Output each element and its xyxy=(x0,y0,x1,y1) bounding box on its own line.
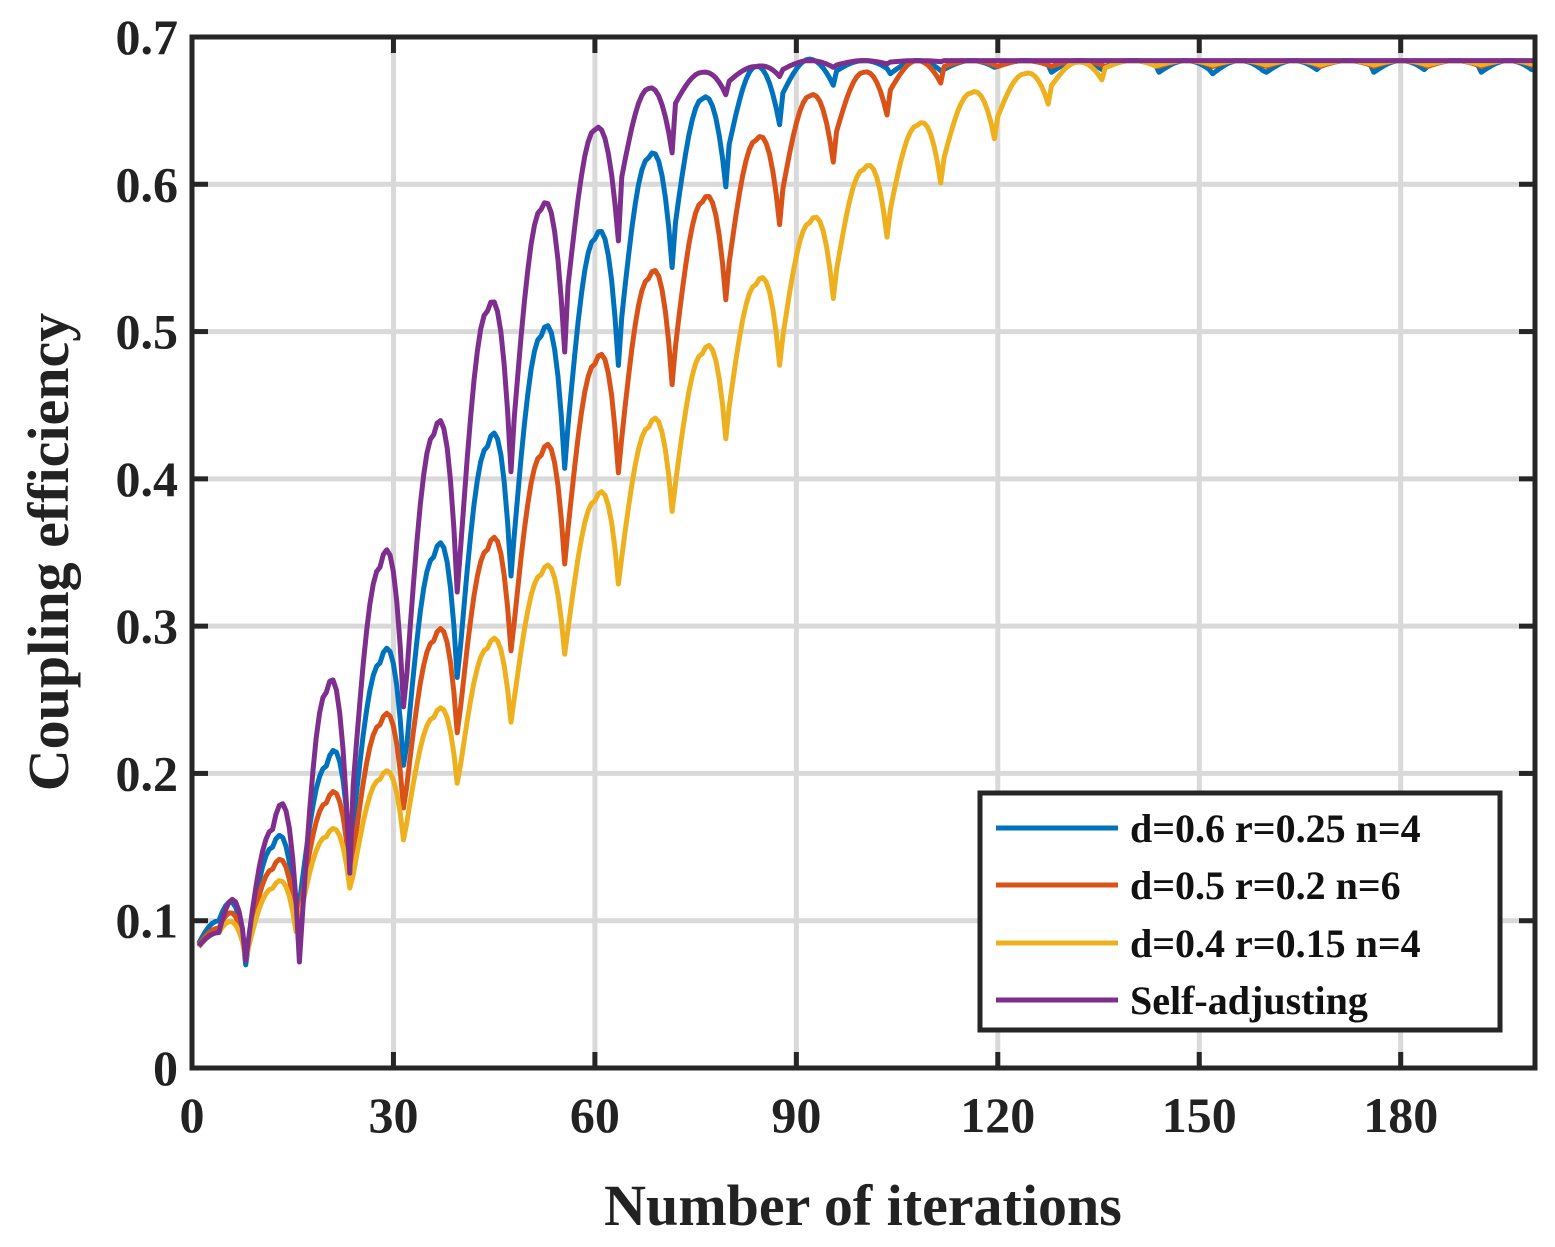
x-tick-label: 60 xyxy=(570,1087,620,1143)
x-tick-label: 90 xyxy=(771,1087,821,1143)
x-axis-title: Number of iterations xyxy=(604,1173,1122,1238)
x-tick-label: 30 xyxy=(368,1087,418,1143)
series-line-self-adjusting xyxy=(196,58,1535,965)
x-tick-label: 120 xyxy=(960,1087,1035,1143)
y-tick-label: 0.3 xyxy=(116,598,179,654)
legend-label: Self-adjusting xyxy=(1130,978,1368,1023)
y-tick-label: 0.4 xyxy=(116,451,179,507)
y-tick-label: 0.6 xyxy=(116,156,179,212)
y-tick-label: 0.1 xyxy=(116,893,179,949)
ticks xyxy=(189,34,1535,1071)
legend-label: d=0.6 r=0.25 n=4 xyxy=(1130,806,1421,851)
legend-label: d=0.4 r=0.15 n=4 xyxy=(1130,921,1421,966)
legend-items: d=0.6 r=0.25 n=4 d=0.5 r=0.2 n=6 d=0.4 r=0… xyxy=(996,806,1421,1023)
x-tick-label: 150 xyxy=(1162,1087,1237,1143)
plot-frame xyxy=(189,34,1538,1071)
x-tick-label: 180 xyxy=(1363,1087,1438,1143)
y-tick-label: 0 xyxy=(153,1040,178,1096)
y-tick-label: 0.2 xyxy=(116,745,179,801)
series-lines xyxy=(196,56,1537,968)
y-axis-title: Coupling efficiency xyxy=(16,313,81,791)
legend: d=0.6 r=0.25 n=4 d=0.5 r=0.2 n=6 d=0.4 r=0… xyxy=(977,790,1503,1033)
y-tick-label: 0.7 xyxy=(116,9,179,65)
y-tick-label: 0.5 xyxy=(116,304,179,360)
legend-label: d=0.5 r=0.2 n=6 xyxy=(1130,863,1401,908)
x-tick-label: 0 xyxy=(180,1087,205,1143)
tick-labels: 0 30 60 90 120 150 180 0 0.1 0.2 0.3 0.4 0.5 0.6 0.7 xyxy=(116,9,1439,1143)
legend-box xyxy=(977,790,1503,1033)
